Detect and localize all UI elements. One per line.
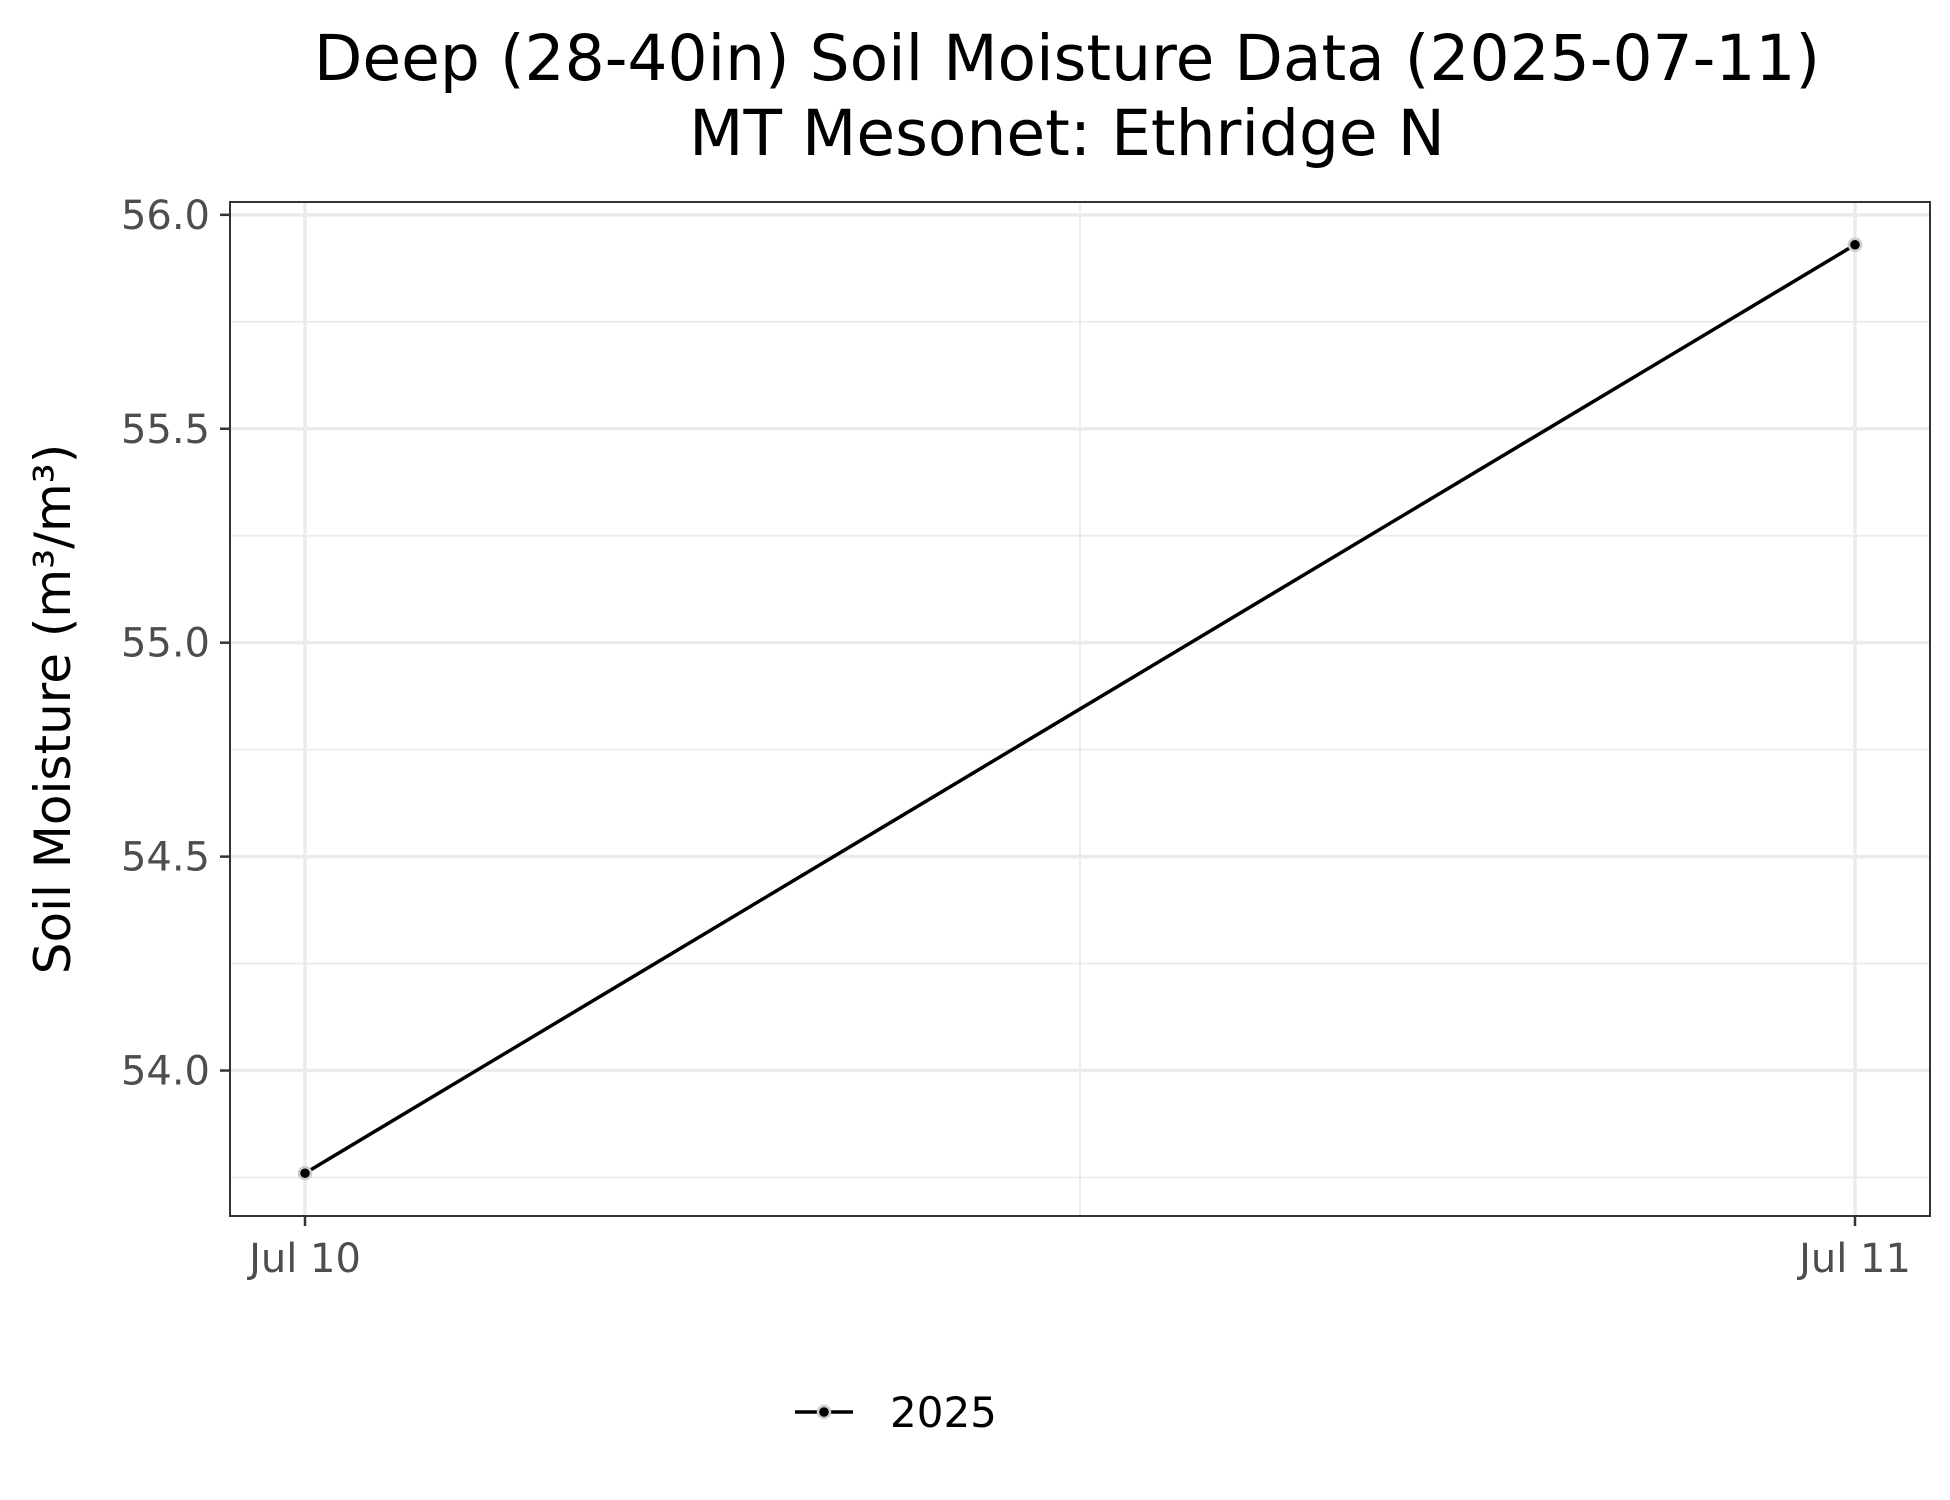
x-tick-label: Jul 11 — [1796, 1236, 1911, 1282]
legend-point-key — [816, 1404, 832, 1420]
legend-label-2025: 2025 — [890, 1388, 997, 1437]
y-tick-label: 55.0 — [121, 621, 210, 667]
data-point — [1847, 237, 1863, 253]
chart-title: Deep (28-40in) Soil Moisture Data (2025-… — [314, 22, 1820, 95]
y-tick-label: 54.5 — [121, 835, 210, 881]
y-axis: 54.0 54.5 55.0 55.5 56.0 — [121, 193, 230, 1095]
series-layer — [297, 237, 1863, 1181]
x-tick-label: Jul 10 — [246, 1236, 361, 1282]
y-tick-label: 55.5 — [121, 407, 210, 453]
chart-subtitle: MT Mesonet: Ethridge N — [689, 97, 1445, 170]
x-axis: Jul 10 Jul 11 — [246, 1216, 1911, 1282]
legend: 2025 — [795, 1388, 997, 1437]
series-line-2025 — [304, 243, 1856, 1175]
y-axis-title: Soil Moisture (m³/m³) — [24, 444, 82, 974]
major-gridlines — [230, 202, 1930, 1216]
plot-panel-border — [229, 201, 1931, 1217]
data-point — [297, 1165, 313, 1181]
y-tick-label: 54.0 — [121, 1049, 210, 1095]
y-tick-label: 56.0 — [121, 193, 210, 239]
